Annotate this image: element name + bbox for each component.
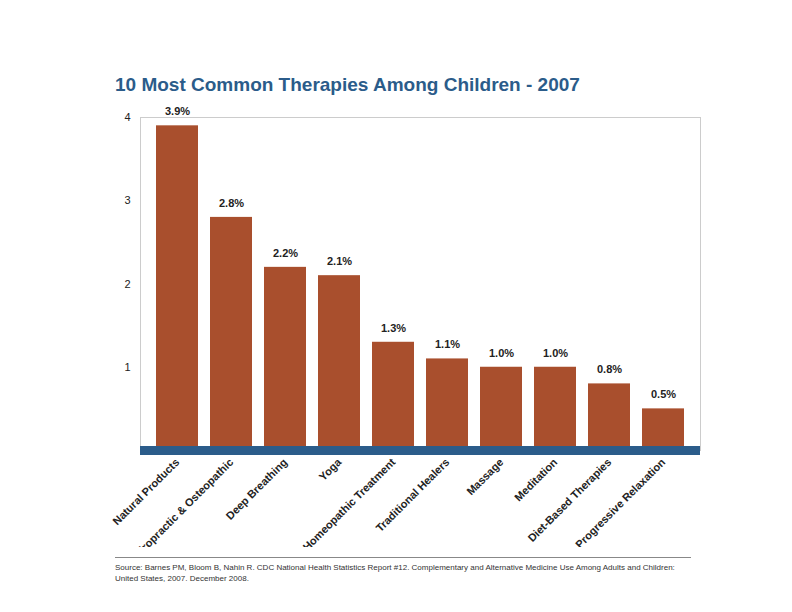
svg-text:1.0%: 1.0%: [489, 347, 514, 359]
svg-text:0.5%: 0.5%: [651, 388, 676, 400]
svg-text:Homeopathic Treatment: Homeopathic Treatment: [300, 456, 397, 547]
svg-text:2: 2: [124, 278, 130, 290]
svg-text:Massage: Massage: [464, 456, 505, 497]
svg-text:0.8%: 0.8%: [597, 363, 622, 375]
svg-text:2.2%: 2.2%: [273, 247, 298, 259]
svg-text:1.3%: 1.3%: [381, 322, 406, 334]
svg-text:1.0%: 1.0%: [543, 347, 568, 359]
html-text:10 Most Common Therapies Among: 10 Most Common Therapies Among Children …: [115, 74, 580, 95]
svg-text:Progressive Relaxation: Progressive Relaxation: [573, 456, 668, 547]
svg-text:Natural Products: Natural Products: [110, 455, 182, 528]
svg-text:2.8%: 2.8%: [219, 197, 244, 209]
svg-text:Meditation: Meditation: [512, 456, 560, 504]
svg-text:3: 3: [124, 194, 130, 206]
html-text:Source: Barnes PM, Bloom B, Na: Source: Barnes PM, Bloom B, Nahin R. CDC…: [115, 563, 675, 583]
svg-text:2.1%: 2.1%: [327, 255, 352, 267]
svg-text:4: 4: [124, 111, 130, 123]
svg-text:Chiropractic & Osteopathic: Chiropractic & Osteopathic: [126, 456, 235, 547]
svg-text:Diet-Based Therapies: Diet-Based Therapies: [525, 455, 614, 544]
svg-text:1.1%: 1.1%: [435, 338, 460, 350]
svg-text:3.9%: 3.9%: [165, 105, 190, 117]
svg-text:Traditional Healers: Traditional Healers: [373, 456, 451, 534]
svg-text:1: 1: [124, 361, 130, 373]
svg-text:Yoga: Yoga: [316, 455, 344, 483]
svg-text:Deep Breathing: Deep Breathing: [223, 456, 289, 522]
